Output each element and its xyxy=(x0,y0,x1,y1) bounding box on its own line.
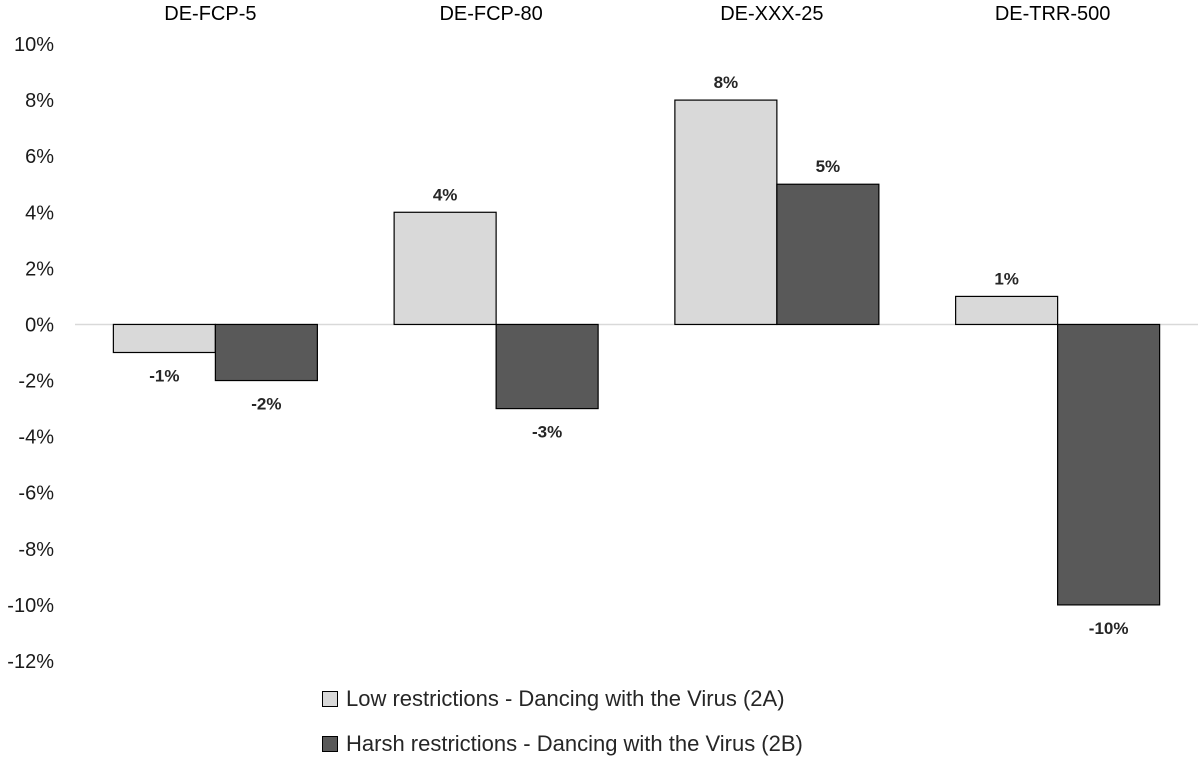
category-label: DE-FCP-80 xyxy=(439,3,542,25)
y-tick-label: 0% xyxy=(25,314,54,336)
legend: Low restrictions - Dancing with the Viru… xyxy=(322,686,1022,776)
data-label: 4% xyxy=(433,185,458,204)
y-tick-label: -2% xyxy=(18,371,54,393)
data-label: 1% xyxy=(994,269,1019,288)
category-label: DE-XXX-25 xyxy=(720,3,823,25)
y-tick-label: 10% xyxy=(14,34,54,56)
bar-harsh xyxy=(776,183,880,326)
bar-low xyxy=(393,211,497,326)
y-tick-label: 8% xyxy=(25,90,54,112)
y-tick-label: -10% xyxy=(7,595,54,617)
legend-label-low: Low restrictions - Dancing with the Viru… xyxy=(346,686,785,711)
category-label: DE-FCP-5 xyxy=(164,3,256,25)
y-tick-label: 4% xyxy=(25,202,54,224)
y-tick-label: -12% xyxy=(7,651,54,673)
bar-harsh xyxy=(495,323,599,410)
bar-harsh xyxy=(214,323,318,382)
y-tick-label: 6% xyxy=(25,146,54,168)
y-tick-label: -8% xyxy=(18,539,54,561)
legend-swatch-harsh xyxy=(322,736,338,752)
data-label: -10% xyxy=(1089,619,1129,638)
legend-item-low: Low restrictions - Dancing with the Viru… xyxy=(322,686,1022,712)
bar-low xyxy=(674,99,778,326)
bar-harsh xyxy=(1057,323,1161,606)
data-label: -1% xyxy=(149,367,179,386)
y-tick-label: -6% xyxy=(18,483,54,505)
bar-low xyxy=(955,295,1059,326)
data-label: 8% xyxy=(714,73,739,92)
legend-label-harsh: Harsh restrictions - Dancing with the Vi… xyxy=(346,731,803,756)
data-label: 5% xyxy=(816,157,841,176)
bar-low xyxy=(112,323,216,354)
y-tick-label: 2% xyxy=(25,258,54,280)
y-tick-label: -4% xyxy=(18,427,54,449)
legend-swatch-low xyxy=(322,691,338,707)
data-label: -2% xyxy=(251,395,281,414)
legend-item-harsh: Harsh restrictions - Dancing with the Vi… xyxy=(322,731,1022,757)
category-label: DE-TRR-500 xyxy=(995,3,1111,25)
data-label: -3% xyxy=(532,423,562,442)
